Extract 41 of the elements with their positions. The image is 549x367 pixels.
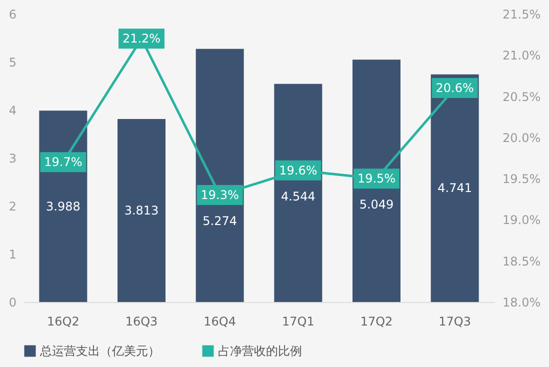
bar	[352, 60, 400, 302]
data-label: 19.3%	[200, 188, 239, 202]
y-tick-label: 2	[8, 200, 16, 214]
bar	[118, 118, 166, 302]
y2-tick-label: 20.0%	[502, 130, 541, 145]
y2-tick-label: 18.5%	[502, 254, 541, 268]
legend-label: 总运营支出（亿美元）	[39, 344, 160, 358]
data-label: 19.5%	[357, 172, 396, 186]
data-label: 5.274	[202, 214, 238, 228]
y2-tick-label: 19.0%	[502, 213, 541, 228]
y2-tick-label: 20.5%	[502, 90, 541, 104]
bar	[274, 84, 322, 302]
legend-label: 占净营收的比例	[218, 344, 302, 358]
bar	[196, 48, 244, 302]
bar	[39, 110, 88, 302]
data-label: 3.813	[124, 203, 159, 218]
y2-tick-label: 21.5%	[502, 8, 541, 22]
y-tick-label: 4	[8, 104, 16, 118]
y2-tick-label: 18.0%	[502, 296, 541, 310]
data-label: 4.741	[438, 181, 472, 196]
x-tick-label: 17Q1	[282, 314, 314, 328]
y2-tick-label: 21.0%	[502, 48, 541, 63]
y-tick-label: 6	[8, 8, 16, 22]
data-label: 5.049	[359, 197, 394, 212]
data-label: 19.7%	[44, 155, 82, 170]
data-label: 19.6%	[279, 163, 318, 178]
bar	[430, 74, 479, 302]
x-tick-label: 17Q3	[438, 314, 472, 328]
y-tick-label: 0	[8, 296, 16, 310]
x-tick-label: 16Q2	[46, 314, 80, 328]
y-tick-label: 5	[8, 56, 16, 70]
y-tick-label: 1	[8, 248, 16, 262]
data-label: 4.544	[280, 189, 316, 204]
x-tick-label: 16Q3	[125, 314, 158, 328]
x-tick-label: 17Q2	[360, 314, 393, 328]
data-label: 3.988	[46, 199, 80, 214]
data-label: 20.6%	[436, 81, 474, 96]
y2-tick-label: 19.5%	[502, 172, 541, 186]
y-tick-label: 3	[8, 152, 16, 166]
x-tick-label: 16Q4	[204, 314, 236, 328]
data-label: 21.2%	[122, 32, 161, 46]
